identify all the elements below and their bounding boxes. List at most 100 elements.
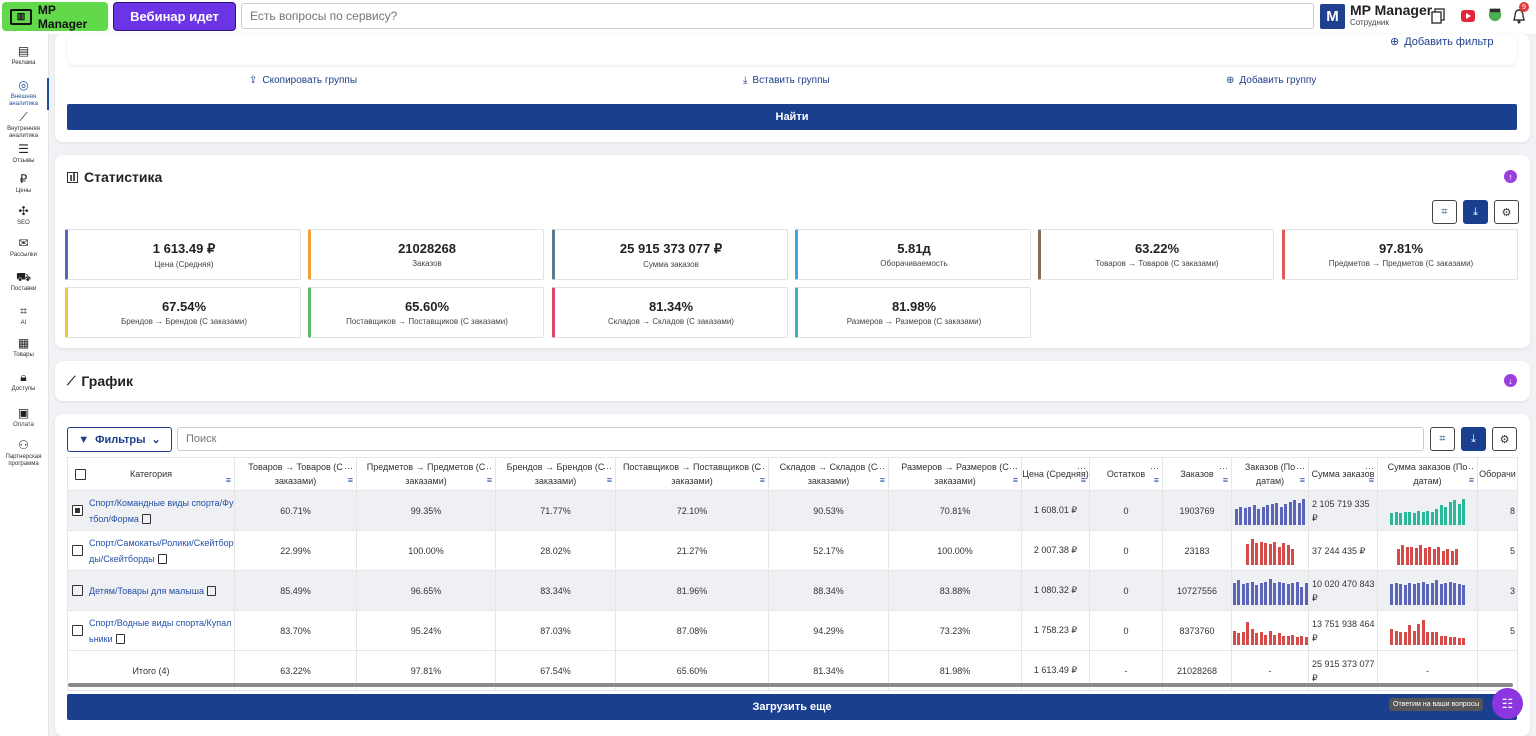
category-link[interactable]: Детям/Товары для малыша	[89, 585, 204, 596]
sidebar-item[interactable]: ⟋ Внутренняя аналитика	[0, 110, 47, 140]
table-row[interactable]: Спорт/Водные виды спорта/Купальники 83.70…	[67, 610, 1518, 651]
column-options-icon[interactable]: ⋯	[1219, 463, 1228, 473]
paste-groups-link[interactable]: ⤓ Вставить группы	[743, 75, 830, 86]
column-options-icon[interactable]: ⋯	[1077, 463, 1086, 473]
column-menu-icon[interactable]: ≡	[1012, 475, 1018, 485]
sidebar-item[interactable]: 🔒︎ Доступы	[0, 370, 47, 393]
sparkline-bar	[1426, 631, 1429, 645]
sidebar-item[interactable]: ☰ Отзывы	[0, 142, 47, 165]
sidebar-item[interactable]: ₽ Цены	[0, 172, 47, 195]
column-menu-icon[interactable]: ≡	[225, 475, 231, 485]
category-link[interactable]: Спорт/Командные виды спорта/Футбол/Форма	[89, 497, 234, 524]
column-header[interactable]: Товаров → Товаров (С заказами) ⋯ ≡	[234, 457, 357, 491]
column-header[interactable]: Категория ≡	[67, 457, 235, 491]
category-link[interactable]: Спорт/Самокаты/Ролики/Скейтборды/Скейтбо…	[89, 537, 234, 564]
column-header[interactable]: Сумма заказов (По датам) ⋯ ≡	[1377, 457, 1478, 491]
copy-icon[interactable]	[157, 554, 167, 565]
column-options-icon[interactable]: ⋯	[483, 463, 492, 473]
collapse-up-icon[interactable]: ↑	[1504, 170, 1517, 183]
chip-icon: ⌗	[1439, 432, 1446, 445]
copy-icon[interactable]	[206, 586, 216, 597]
column-header[interactable]: Брендов → Брендов (С заказами) ⋯ ≡	[495, 457, 616, 491]
column-header[interactable]: Заказов (По датам) ⋯ ≡	[1231, 457, 1309, 491]
row-checkbox[interactable]	[72, 545, 83, 556]
account-name[interactable]: MP Manager	[1350, 2, 1433, 18]
row-checkbox[interactable]	[72, 585, 83, 596]
column-menu-icon[interactable]: ≡	[1468, 475, 1474, 485]
column-header[interactable]: Складов → Складов (С заказами) ⋯ ≡	[768, 457, 889, 491]
mascot-icon[interactable]	[1486, 6, 1504, 22]
row-checkbox[interactable]	[72, 625, 83, 636]
ai-chip-button[interactable]: ⌗	[1432, 200, 1457, 224]
column-options-icon[interactable]: ⋯	[756, 463, 765, 473]
add-filter-link[interactable]: ⊕ Добавить фильтр	[1390, 35, 1494, 49]
sidebar-item[interactable]: ▦ Товары	[0, 336, 47, 359]
column-options-icon[interactable]: ⋯	[1365, 463, 1374, 473]
expand-down-icon[interactable]: ↓	[1504, 374, 1517, 387]
avatar[interactable]: M	[1320, 4, 1345, 29]
table-settings-button[interactable]: ⚙	[1492, 427, 1517, 451]
column-options-icon[interactable]: ⋯	[1465, 463, 1474, 473]
copy-groups-link[interactable]: ⇪ Скопировать группы	[249, 75, 358, 86]
column-menu-icon[interactable]: ≡	[1080, 475, 1086, 485]
column-menu-icon[interactable]: ≡	[1153, 475, 1159, 485]
copy-icon[interactable]	[115, 634, 125, 645]
column-header[interactable]: Сумма заказов ⋯ ≡	[1308, 457, 1378, 491]
column-options-icon[interactable]: ⋯	[1296, 463, 1305, 473]
chat-help-button[interactable]: ☷	[1492, 688, 1523, 719]
column-options-icon[interactable]: ⋯	[876, 463, 885, 473]
sidebar-item-label: Товары	[13, 352, 34, 358]
table-row[interactable]: Спорт/Самокаты/Ролики/Скейтборды/Скейтбо…	[67, 530, 1518, 571]
table-search-input[interactable]	[177, 427, 1424, 451]
column-options-icon[interactable]: ⋯	[1150, 463, 1159, 473]
category-link[interactable]: Спорт/Водные виды спорта/Купальники	[89, 617, 232, 644]
sidebar-item[interactable]: ✣ SEO	[0, 204, 47, 227]
column-header[interactable]: Оборачи	[1477, 457, 1518, 491]
copy-icon[interactable]	[141, 514, 151, 525]
sidebar-item[interactable]: ▣ Оплата	[0, 406, 47, 429]
column-header[interactable]: Предметов → Предметов (С заказами) ⋯ ≡	[356, 457, 496, 491]
filters-button[interactable]: ▼ Фильтры ⌄	[67, 427, 172, 452]
column-menu-icon[interactable]: ≡	[1222, 475, 1228, 485]
column-header[interactable]: Остатков ⋯ ≡	[1089, 457, 1163, 491]
table-row[interactable]: Спорт/Командные виды спорта/Футбол/Форма…	[67, 490, 1518, 531]
column-header[interactable]: Цена (Средняя) ⋯ ≡	[1021, 457, 1090, 491]
horizontal-scrollbar[interactable]	[68, 683, 1513, 687]
column-menu-icon[interactable]: ≡	[347, 475, 353, 485]
column-menu-icon[interactable]: ≡	[1368, 475, 1374, 485]
logo-button[interactable]: ▥ MP Manager	[2, 2, 108, 31]
video-icon[interactable]	[1460, 8, 1476, 24]
add-group-link[interactable]: ⊕ Добавить группу	[1226, 75, 1317, 86]
table-row[interactable]: Детям/Товары для малыша 85.49% 96.65% 83.34…	[67, 570, 1518, 611]
support-search-input[interactable]	[241, 3, 1314, 29]
copy-icon[interactable]	[1431, 8, 1445, 24]
column-options-icon[interactable]: ⋯	[603, 463, 612, 473]
sidebar-item[interactable]: ⚇ Партнерская программа	[0, 438, 47, 468]
sparkline-bar	[1277, 546, 1281, 565]
settings-button[interactable]: ⚙	[1494, 200, 1519, 224]
find-button[interactable]: Найти	[67, 104, 1517, 130]
column-menu-icon[interactable]: ≡	[1299, 475, 1305, 485]
column-menu-icon[interactable]: ≡	[759, 475, 765, 485]
webinar-button[interactable]: Вебинар идет	[113, 2, 236, 31]
sparkline-bar	[1268, 578, 1272, 605]
sidebar-item[interactable]: ⛟ Поставки	[0, 270, 47, 293]
column-menu-icon[interactable]: ≡	[879, 475, 885, 485]
table-ai-button[interactable]: ⌗	[1430, 427, 1455, 451]
select-all-checkbox[interactable]	[75, 469, 86, 480]
column-menu-icon[interactable]: ≡	[606, 475, 612, 485]
column-options-icon[interactable]: ⋯	[1009, 463, 1018, 473]
sidebar-item[interactable]: ▤ Реклама	[0, 44, 47, 67]
row-checkbox[interactable]	[72, 505, 83, 516]
column-menu-icon[interactable]: ≡	[486, 475, 492, 485]
column-header[interactable]: Поставщиков → Поставщиков (С заказами) ⋯ ≡	[615, 457, 769, 491]
download-button[interactable]: ⤓	[1463, 200, 1488, 224]
sidebar-item[interactable]: ◎ Внешняя аналитика	[0, 78, 49, 110]
load-more-button[interactable]: Загрузить еще	[67, 694, 1517, 720]
column-header[interactable]: Размеров → Размеров (С заказами) ⋯ ≡	[888, 457, 1022, 491]
sidebar-item[interactable]: ⌗ AI	[0, 304, 47, 327]
table-download-button[interactable]: ⤓	[1461, 427, 1486, 451]
column-header[interactable]: Заказов ⋯ ≡	[1162, 457, 1232, 491]
sidebar-item[interactable]: ✉ Рассылки	[0, 236, 47, 259]
column-options-icon[interactable]: ⋯	[344, 463, 353, 473]
